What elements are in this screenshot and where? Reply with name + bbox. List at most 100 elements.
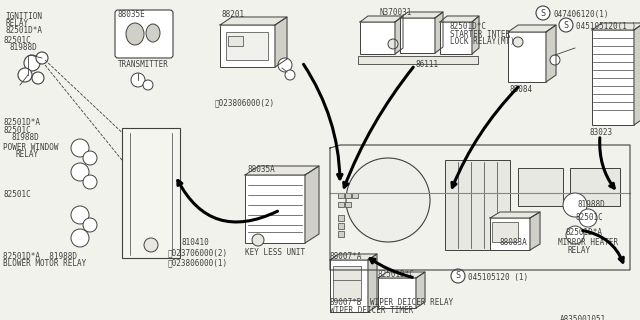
Bar <box>338 231 344 237</box>
Text: 88083A: 88083A <box>500 238 528 247</box>
Text: RELAY: RELAY <box>5 19 28 28</box>
Circle shape <box>32 72 44 84</box>
Bar <box>228 36 243 46</box>
Text: RELAY: RELAY <box>16 150 39 159</box>
Bar <box>330 260 368 312</box>
Bar <box>400 18 435 53</box>
Circle shape <box>24 55 40 71</box>
Polygon shape <box>305 166 319 243</box>
Circle shape <box>71 229 89 247</box>
Polygon shape <box>220 17 287 25</box>
Text: 82501D*A: 82501D*A <box>565 228 602 237</box>
Text: 045105120(1 ): 045105120(1 ) <box>576 22 636 31</box>
FancyBboxPatch shape <box>115 10 173 58</box>
Bar <box>440 22 472 54</box>
Text: WIPER DEICER RELAY: WIPER DEICER RELAY <box>370 298 453 307</box>
Text: 82501D*A: 82501D*A <box>5 26 42 35</box>
Circle shape <box>451 269 465 283</box>
Bar <box>333 266 361 300</box>
Text: 88007*A: 88007*A <box>330 252 362 261</box>
Bar <box>490 218 530 250</box>
Polygon shape <box>592 23 640 30</box>
Text: 045105120 (1): 045105120 (1) <box>468 273 528 282</box>
Polygon shape <box>330 254 377 260</box>
Bar <box>345 202 351 207</box>
Polygon shape <box>530 212 540 250</box>
Text: S: S <box>456 271 461 281</box>
Circle shape <box>278 58 292 72</box>
Polygon shape <box>245 166 319 175</box>
Circle shape <box>513 37 523 47</box>
Bar <box>492 222 518 242</box>
Text: MIRROR HEATER: MIRROR HEATER <box>558 238 618 247</box>
Bar <box>378 278 416 308</box>
Text: S: S <box>541 9 545 18</box>
Circle shape <box>144 238 158 252</box>
Text: 81988D: 81988D <box>10 43 38 52</box>
Text: S: S <box>563 20 568 29</box>
Bar <box>445 160 510 250</box>
Text: WIPER DEICER TIMER: WIPER DEICER TIMER <box>330 306 413 315</box>
Text: Ⓝ023706000(2): Ⓝ023706000(2) <box>168 248 228 257</box>
Text: 82501D*C: 82501D*C <box>450 22 487 31</box>
Circle shape <box>346 158 430 242</box>
Text: 88084: 88084 <box>510 85 533 94</box>
Polygon shape <box>472 16 479 54</box>
Circle shape <box>83 175 97 189</box>
Bar <box>352 193 358 198</box>
Text: 047406120(1): 047406120(1) <box>553 10 609 19</box>
Circle shape <box>579 209 597 227</box>
Circle shape <box>143 80 153 90</box>
Bar <box>508 32 546 82</box>
Ellipse shape <box>126 23 144 45</box>
Text: 86111: 86111 <box>415 60 438 69</box>
Circle shape <box>566 226 584 244</box>
Circle shape <box>71 163 89 181</box>
Circle shape <box>71 139 89 157</box>
Text: STARTER INTER: STARTER INTER <box>450 30 510 39</box>
Bar <box>592 30 634 125</box>
Text: 83023: 83023 <box>590 128 613 137</box>
Polygon shape <box>440 16 479 22</box>
Text: TRANSMITTER: TRANSMITTER <box>118 60 169 69</box>
Bar <box>338 202 344 207</box>
Circle shape <box>559 18 573 32</box>
Bar <box>338 223 344 229</box>
Text: POWER WINDOW: POWER WINDOW <box>3 143 58 152</box>
Polygon shape <box>368 254 377 312</box>
Polygon shape <box>400 12 443 18</box>
Bar <box>570 168 620 206</box>
Polygon shape <box>546 25 556 82</box>
Text: 82501D*A: 82501D*A <box>3 118 40 127</box>
Polygon shape <box>275 17 287 67</box>
Bar <box>518 168 563 206</box>
Circle shape <box>83 151 97 165</box>
Text: 81988D: 81988D <box>578 200 605 209</box>
Text: 88201: 88201 <box>222 10 245 19</box>
Text: 82501C: 82501C <box>3 36 31 45</box>
Text: 88035E: 88035E <box>118 10 146 19</box>
Text: RELAY: RELAY <box>568 246 591 255</box>
Bar <box>345 193 351 198</box>
Polygon shape <box>435 12 443 53</box>
Text: Ⓝ023806000(1): Ⓝ023806000(1) <box>168 258 228 267</box>
Text: 81988D: 81988D <box>12 133 40 142</box>
Text: 82501C: 82501C <box>3 190 31 199</box>
Circle shape <box>550 55 560 65</box>
Text: 82501C: 82501C <box>576 213 604 222</box>
Text: LOCK RELAY(MT): LOCK RELAY(MT) <box>450 37 515 46</box>
Circle shape <box>388 39 398 49</box>
Text: 82501D*A  81988D: 82501D*A 81988D <box>3 252 77 261</box>
Text: N370031: N370031 <box>380 8 412 17</box>
Text: 810410: 810410 <box>182 238 210 247</box>
Bar <box>338 215 344 221</box>
Text: IGNITION: IGNITION <box>5 12 42 21</box>
Circle shape <box>536 6 550 20</box>
Text: Ⓝ023806000(2): Ⓝ023806000(2) <box>215 98 275 107</box>
Ellipse shape <box>146 24 160 42</box>
Circle shape <box>18 68 32 82</box>
Text: 89007*B: 89007*B <box>330 298 362 307</box>
Bar <box>122 128 180 258</box>
Bar <box>360 22 395 54</box>
Circle shape <box>252 234 264 246</box>
